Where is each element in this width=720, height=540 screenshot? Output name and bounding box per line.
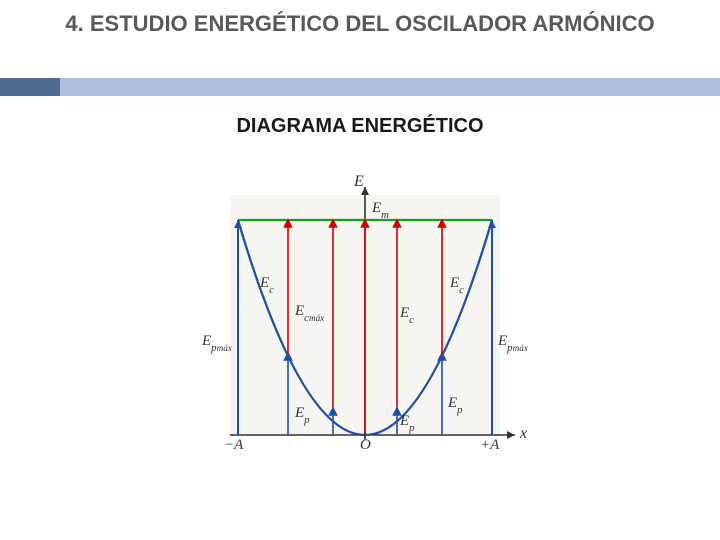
subtitle-block: DIAGRAMA ENERGÉTICO bbox=[0, 115, 720, 138]
ep-left-label: Ep bbox=[295, 405, 310, 424]
ec-right-label: Ec bbox=[450, 275, 464, 294]
epmax-left-label: Epmáx bbox=[202, 333, 232, 352]
slide: 4. ESTUDIO ENERGÉTICO DEL OSCILADOR ARMÓ… bbox=[0, 0, 720, 540]
origin-label: O bbox=[360, 437, 371, 454]
energy-diagram: E x −A O +A Em Ec Ec Ec Ecmáx Epmáx Epmá… bbox=[180, 175, 540, 465]
slide-title: 4. ESTUDIO ENERGÉTICO DEL OSCILADOR ARMÓ… bbox=[30, 10, 690, 38]
diagram-svg bbox=[180, 175, 540, 465]
x-axis-label: x bbox=[520, 425, 527, 443]
y-axis-label: E bbox=[354, 173, 364, 191]
accent-bar-dark bbox=[0, 78, 60, 96]
title-block: 4. ESTUDIO ENERGÉTICO DEL OSCILADOR ARMÓ… bbox=[30, 10, 690, 38]
ecmax-label: Ecmáx bbox=[295, 303, 324, 322]
epmax-right-label: Epmáx bbox=[498, 333, 528, 352]
accent-bar-light bbox=[60, 78, 720, 96]
slide-subtitle: DIAGRAMA ENERGÉTICO bbox=[0, 115, 720, 138]
left-amplitude-label: −A bbox=[224, 437, 243, 454]
ec-left-label: Ec bbox=[260, 275, 274, 294]
ep-right-label: Ep bbox=[448, 395, 463, 414]
right-amplitude-label: +A bbox=[480, 437, 499, 454]
ec-right-inner-label: Ec bbox=[400, 305, 414, 324]
accent-bar bbox=[0, 78, 720, 96]
ep-right-inner-label: Ep bbox=[400, 413, 415, 432]
em-label: Em bbox=[372, 200, 389, 219]
